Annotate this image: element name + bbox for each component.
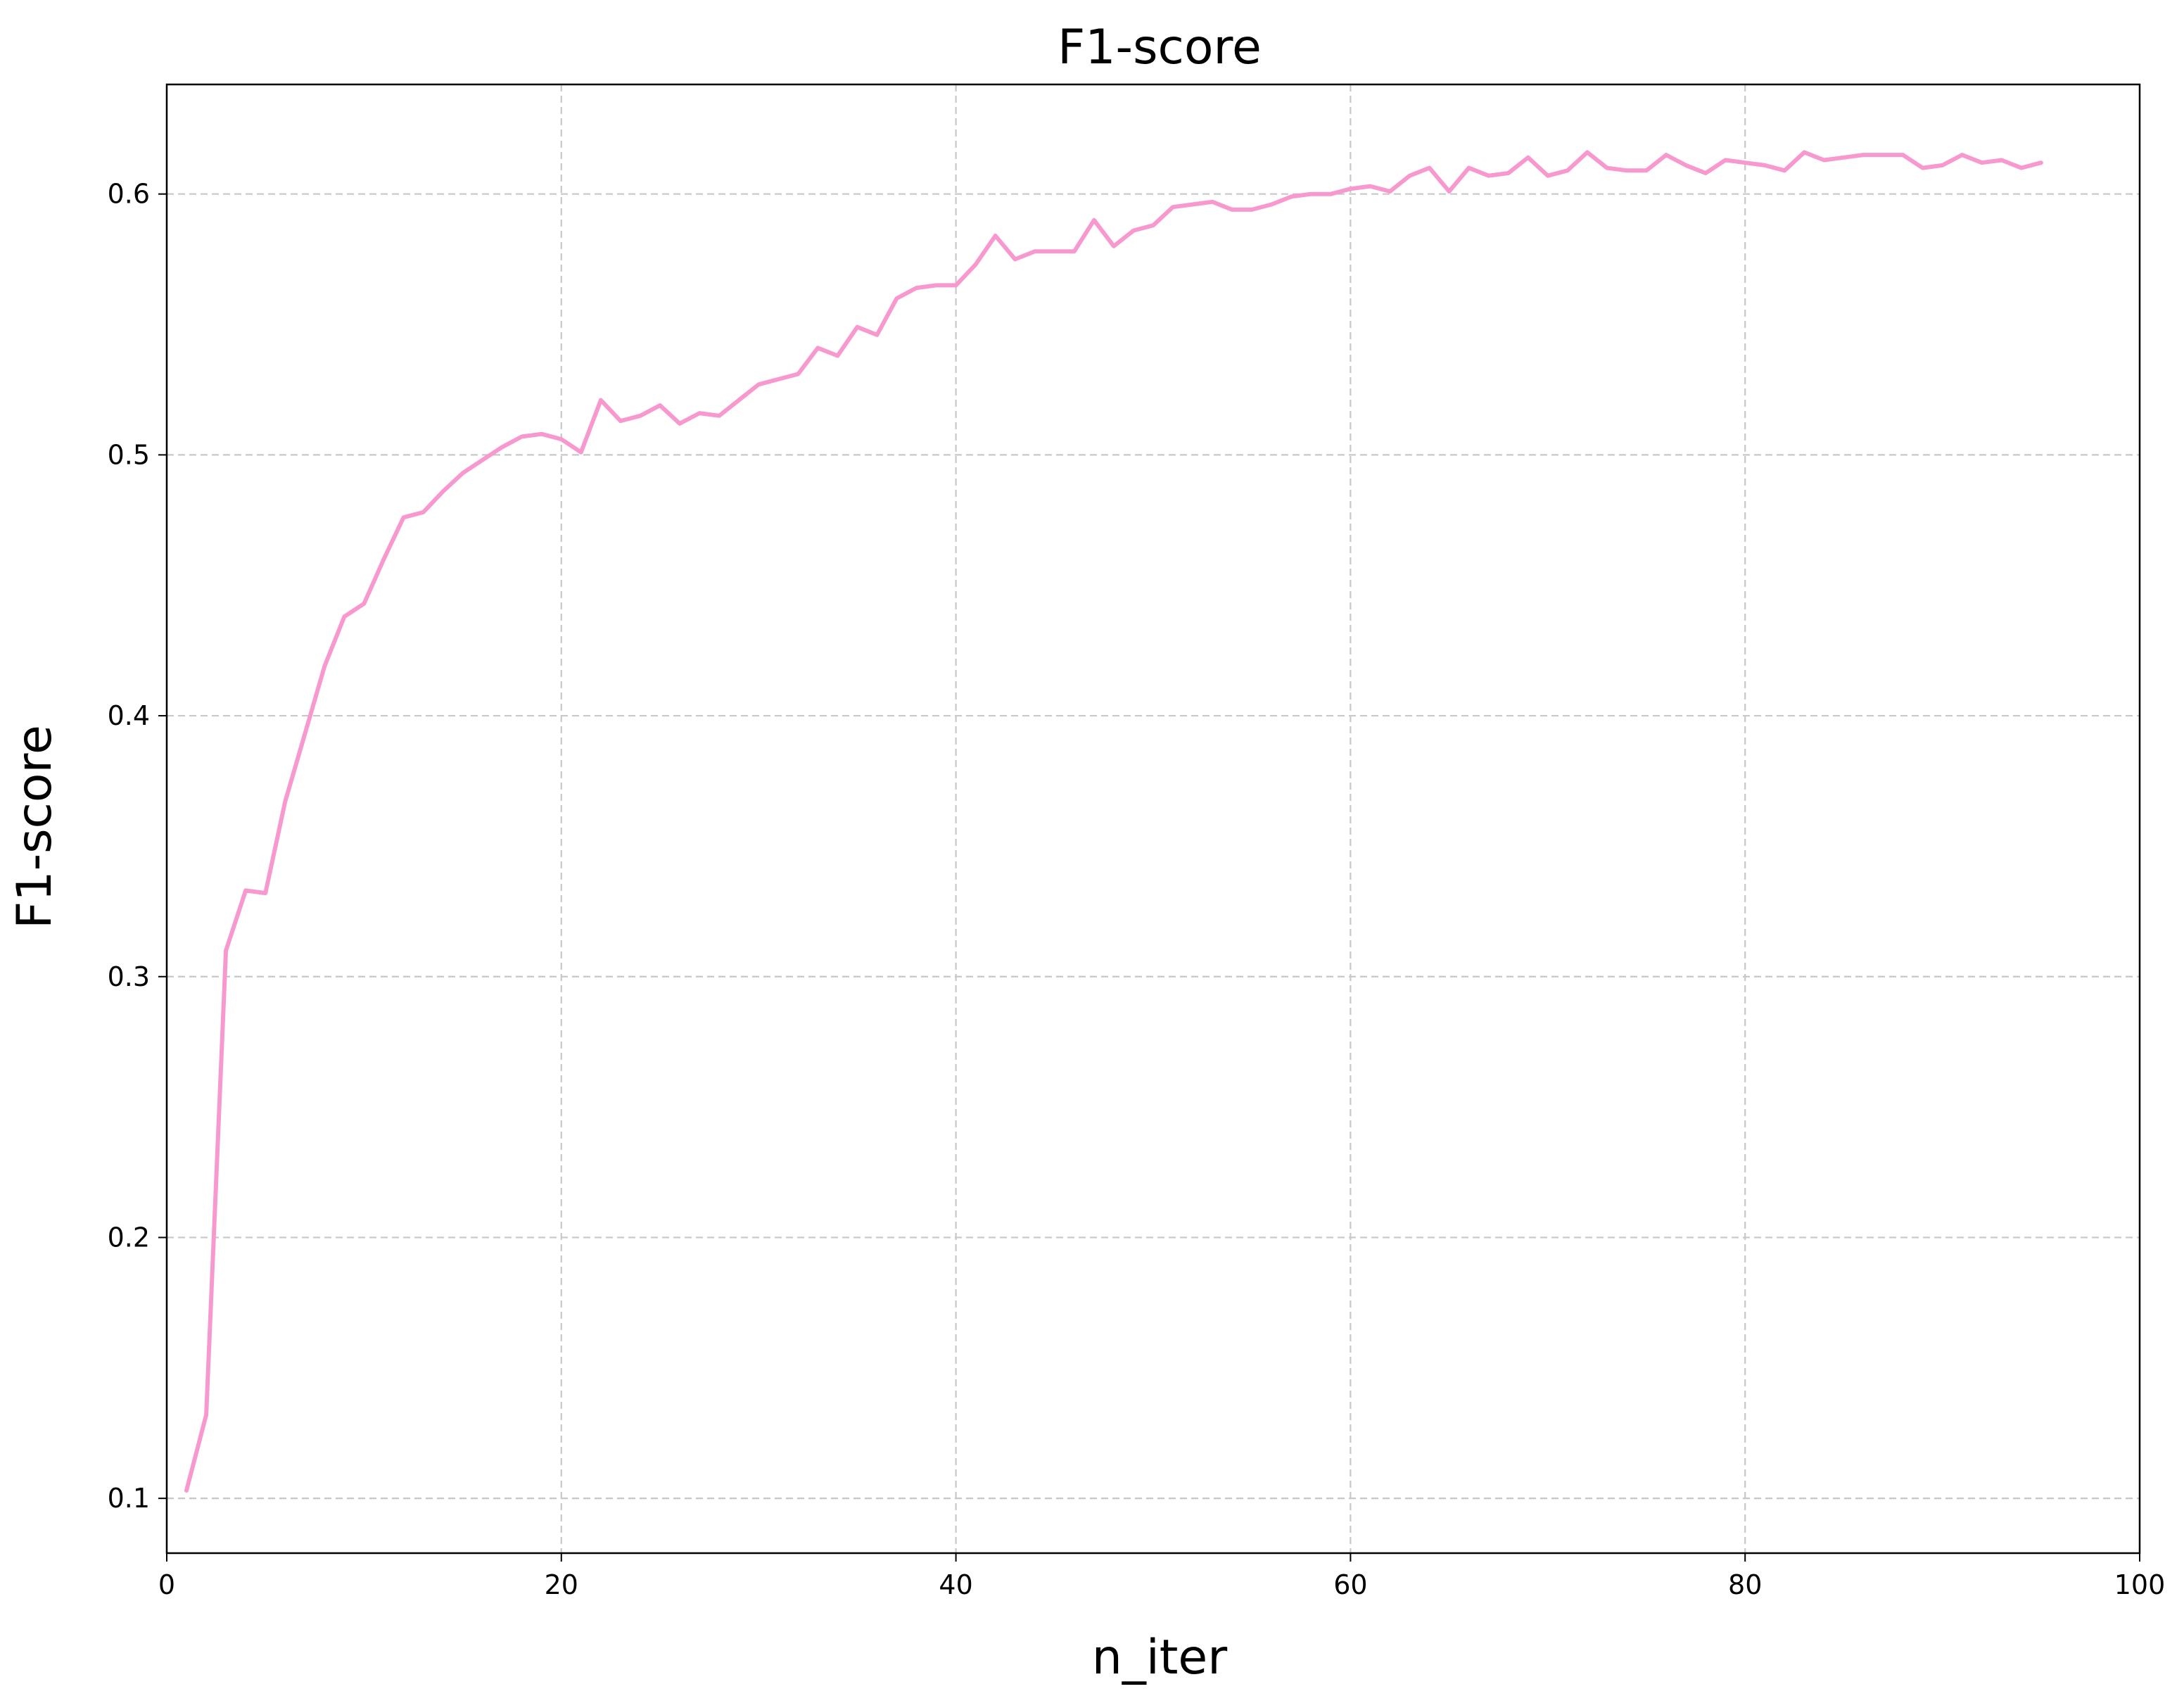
x-axis-ticks: 0 20 40 60 80 100	[158, 1553, 2165, 1600]
x-tick-label: 0	[158, 1569, 175, 1600]
x-axis-label: n_iter	[1092, 1630, 1227, 1685]
y-axis-ticks: 0.1 0.2 0.3 0.4 0.5 0.6	[108, 179, 167, 1514]
grid-lines	[167, 84, 2140, 1553]
x-tick-label: 60	[1333, 1569, 1367, 1600]
x-tick-label: 80	[1728, 1569, 1762, 1600]
y-tick-label: 0.1	[108, 1483, 150, 1514]
y-tick-label: 0.5	[108, 439, 150, 470]
x-tick-label: 40	[939, 1569, 972, 1600]
y-tick-label: 0.2	[108, 1222, 150, 1253]
plot-area-frame	[165, 83, 2141, 1555]
y-tick-label: 0.6	[108, 179, 150, 210]
y-tick-label: 0.3	[108, 961, 150, 992]
x-tick-label: 100	[2114, 1569, 2166, 1600]
chart-title: F1-score	[1058, 20, 1262, 75]
y-tick-label: 0.4	[108, 700, 150, 731]
f1-score-series-line	[184, 150, 2043, 1493]
x-tick-label: 20	[545, 1569, 578, 1600]
y-axis-label: F1-score	[7, 725, 63, 929]
series-layer	[184, 150, 2043, 1493]
